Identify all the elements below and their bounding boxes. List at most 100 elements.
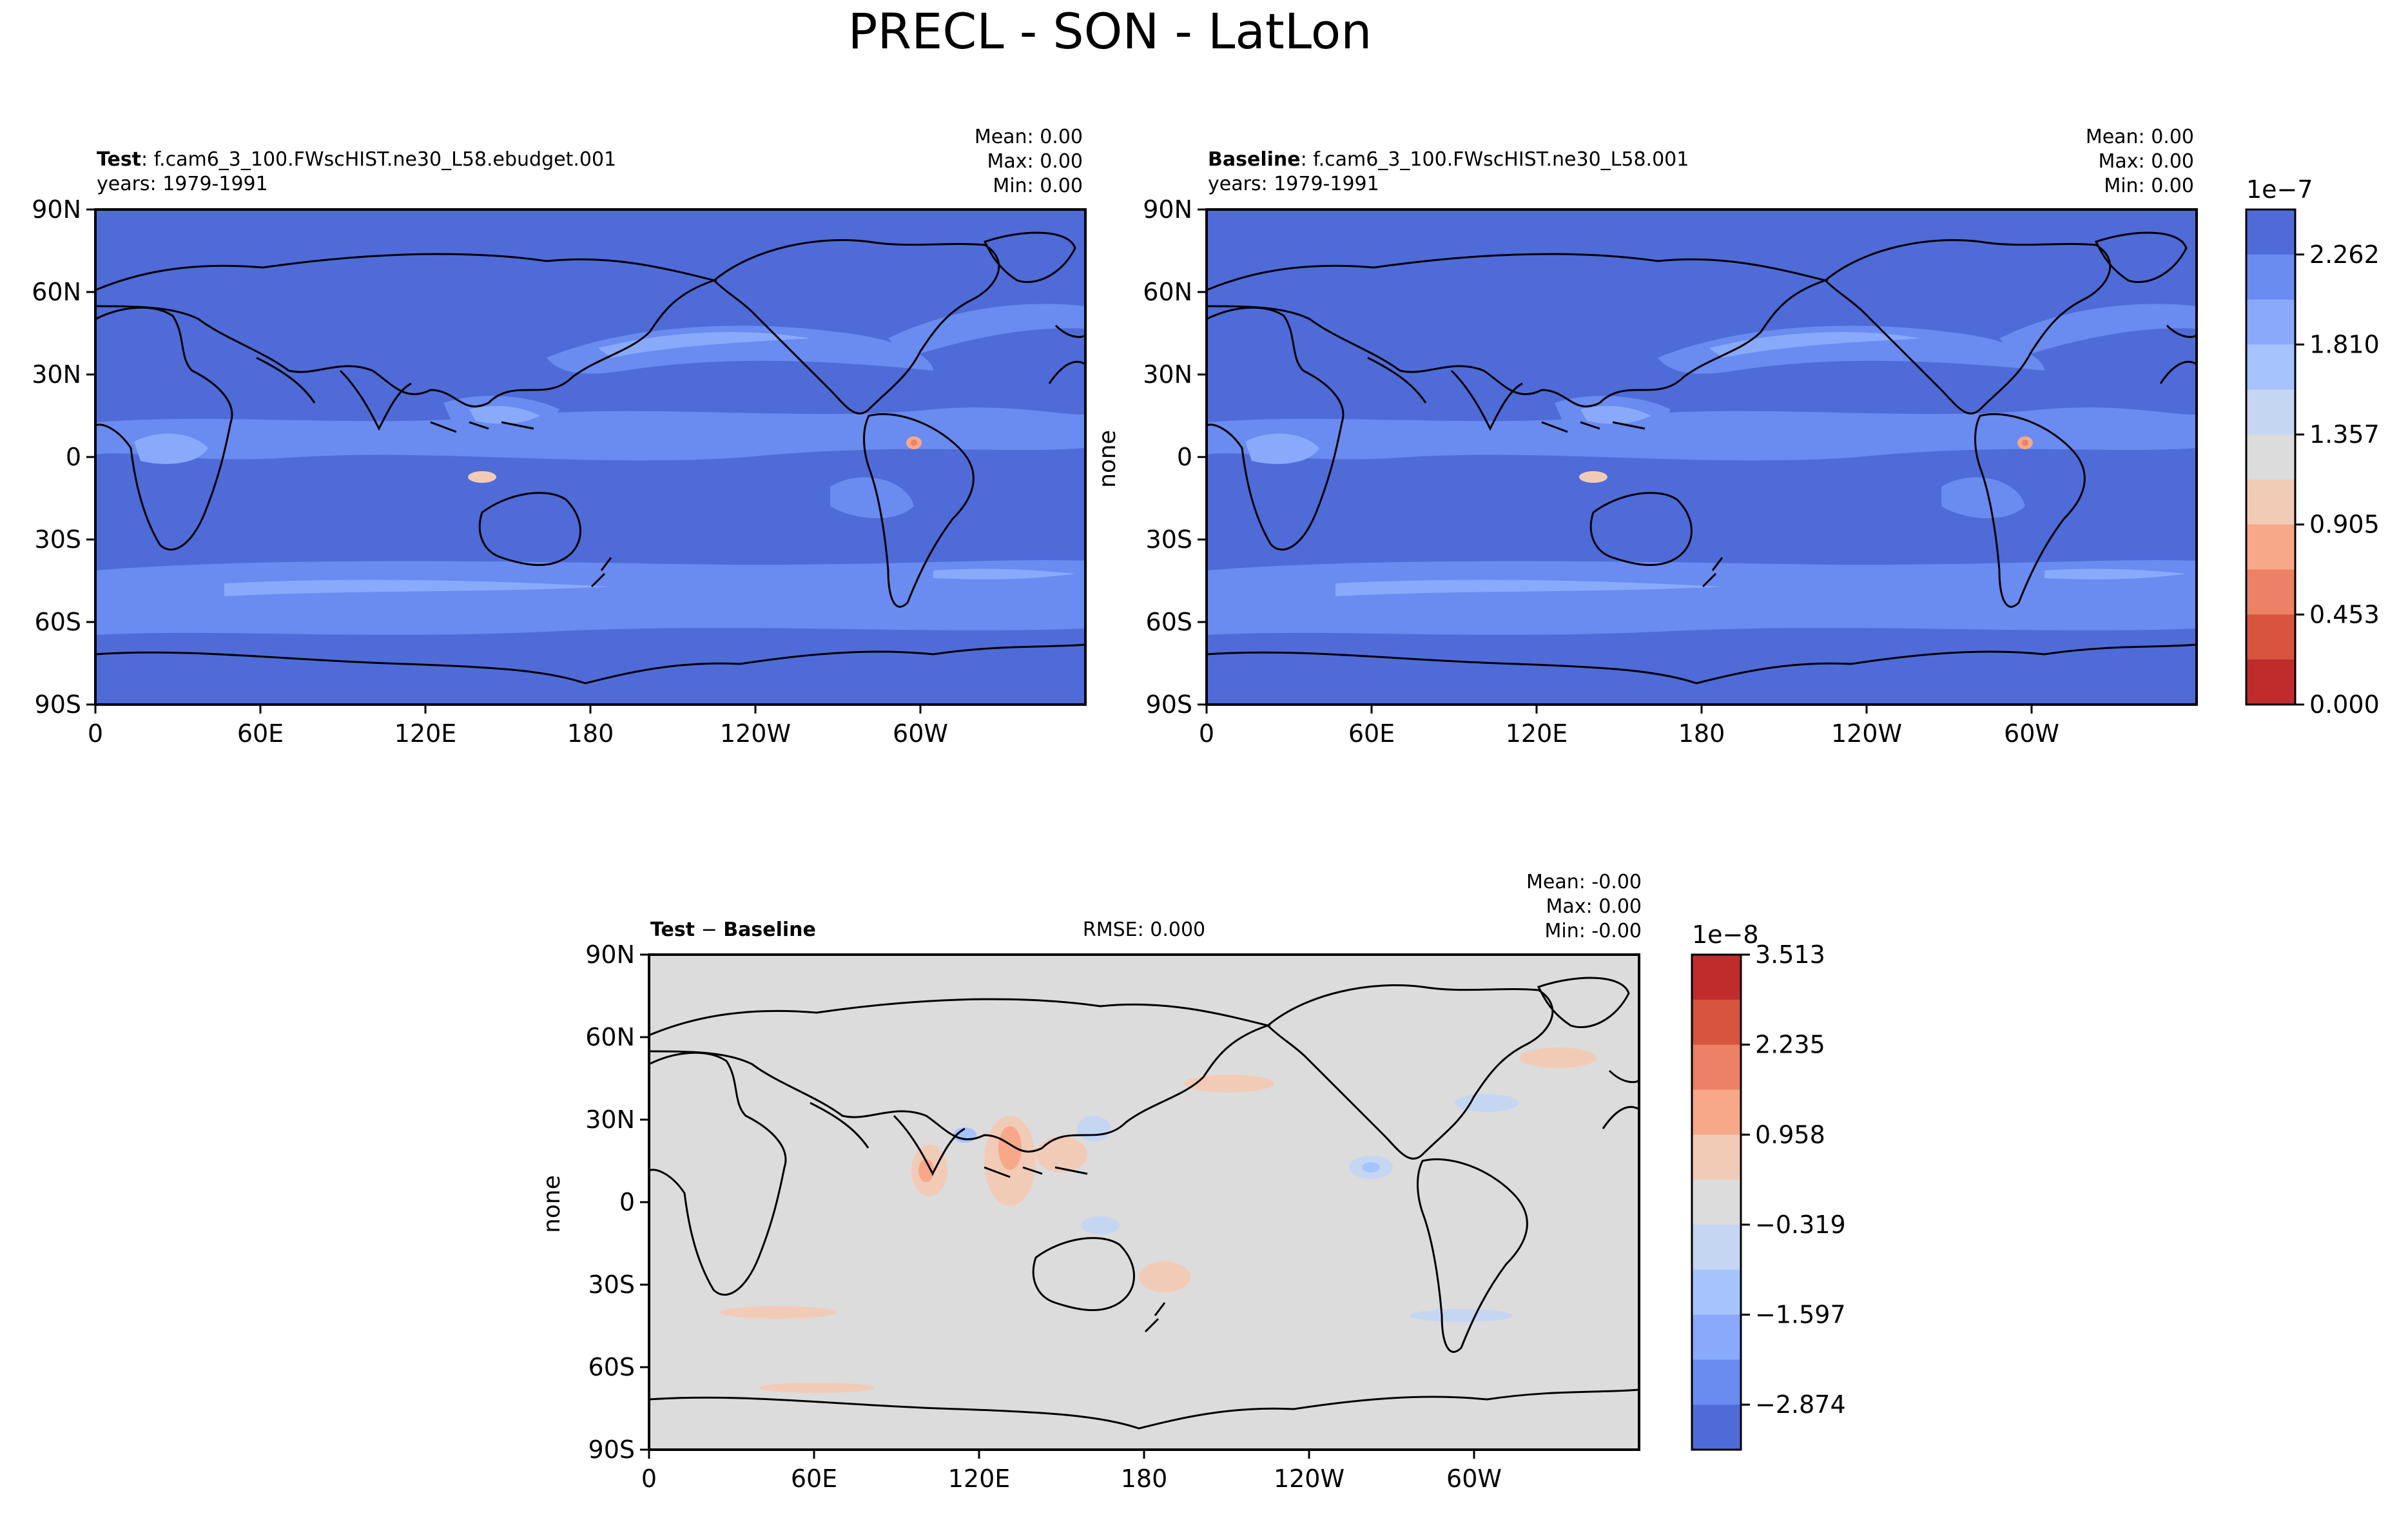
xtick-label: 0 <box>88 719 103 748</box>
diff-label-bold: Test <box>650 919 695 941</box>
test-stat-mean: Mean: 0.00 <box>975 126 1083 148</box>
ytick-label: 30S <box>1146 525 1192 554</box>
xtick-label: 0 <box>641 1464 657 1493</box>
ytick-label: 30N <box>32 360 81 389</box>
colorbar-tick-label: 1.357 <box>2309 420 2380 449</box>
xtick-label: 60E <box>1348 719 1395 748</box>
ytick-label: 60S <box>35 608 81 636</box>
baseline-stat-max: Max: 0.00 <box>2099 150 2194 173</box>
xtick-label: 120E <box>948 1464 1011 1493</box>
diff-label: Test − Baseline <box>650 919 816 941</box>
baseline-label-bold: Baseline <box>1208 148 1301 171</box>
diff-xticks: 0 60E 120E 180 120W 60W <box>641 1450 1502 1493</box>
colorbar-level <box>1692 1044 1741 1090</box>
baseline-yticks: 90N 60N 30N 0 30S 60S 90S <box>1143 195 1207 719</box>
diff-label-mid: − <box>695 919 723 941</box>
baseline-years: years: 1979-1991 <box>1208 173 1379 195</box>
colorbar-bottom: 3.513 2.235 0.958 −0.319 −1.597 −2.874 1e−8 <box>1691 920 1846 1451</box>
colorbar-level <box>2246 434 2295 480</box>
xtick-label: 60E <box>791 1464 837 1493</box>
colorbar-tick-label: 0.453 <box>2309 600 2380 628</box>
xtick-label: 120E <box>1506 719 1568 748</box>
ytick-label: 90N <box>32 195 81 224</box>
panel-baseline: 90N 60N 30N 0 30S 60S 90S 0 60E 120E 180 120W 60W <box>1143 195 2198 748</box>
colorbar-level <box>2246 209 2295 255</box>
xtick-label: 180 <box>1678 719 1725 748</box>
colorbar-level <box>1692 1269 1741 1316</box>
colorbar-level <box>1692 1359 1741 1405</box>
xtick-label: 60W <box>1446 1464 1502 1493</box>
figure-title: PRECL - SON - LatLon <box>848 3 1372 60</box>
diff-ylabel: none <box>539 1175 565 1233</box>
ytick-label: 0 <box>619 1188 635 1216</box>
ytick-label: 30N <box>585 1105 635 1134</box>
colorbar-tick-label: 0.905 <box>2309 511 2380 539</box>
ytick-label: 90N <box>1143 195 1192 224</box>
baseline-label: Baseline: f.cam6_3_100.FWscHIST.ne30_L58… <box>1208 148 1689 171</box>
colorbar-tick-label: 0.000 <box>2309 690 2380 719</box>
colorbar-top-swatches <box>2246 209 2295 705</box>
colorbar-level <box>1692 1089 1741 1135</box>
ytick-label: 60N <box>1143 278 1192 306</box>
colorbar-tick-label: 2.235 <box>1755 1031 1825 1059</box>
colorbar-tick-label: −0.319 <box>1755 1211 1846 1239</box>
ytick-label: 60N <box>32 278 81 306</box>
ytick-label: 90S <box>1146 690 1192 719</box>
baseline-ylabel: none <box>1094 430 1121 488</box>
colorbar-level <box>1692 999 1741 1046</box>
colorbar-tick-label: 3.513 <box>1755 940 1825 969</box>
baseline-map <box>1207 209 2197 705</box>
diff-stat-max: Max: 0.00 <box>1546 895 1642 918</box>
ytick-label: 60S <box>588 1353 635 1381</box>
colorbar-top: 0.000 0.453 0.905 1.357 1.810 2.262 1e−7 <box>2245 175 2380 719</box>
colorbar-tick-label: −2.874 <box>1755 1390 1846 1419</box>
test-label-rest: : f.cam6_3_100.FWscHIST.ne30_L58.ebudget… <box>141 148 616 171</box>
baseline-label-rest: : f.cam6_3_100.FWscHIST.ne30_L58.001 <box>1301 148 1689 171</box>
colorbar-level <box>2246 524 2295 570</box>
colorbar-bottom-frame <box>1691 953 1742 1451</box>
test-label-bold: Test <box>97 148 141 171</box>
colorbar-bottom-exponent: 1e−8 <box>1692 920 1759 949</box>
diff-yticks: 90N 60N 30N 0 30S 60S 90S <box>585 940 649 1464</box>
test-yticks: 90N 60N 30N 0 30S 60S 90S <box>32 195 95 719</box>
xtick-label: 60W <box>2004 719 2059 748</box>
ytick-label: 60S <box>1146 608 1192 636</box>
colorbar-tick-label: 1.810 <box>2309 330 2380 358</box>
colorbar-level <box>2246 344 2295 390</box>
colorbar-level <box>1692 1180 1741 1225</box>
diff-stat-mean: Mean: -0.00 <box>1526 871 1642 893</box>
panel-test: 90N 60N 30N 0 30S 60S 90S 0 60E 120E 180 120W 60W <box>32 195 1087 748</box>
panel-diff: 90N 60N 30N 0 30S 60S 90S 0 60E 120E 180 120W 60W <box>585 940 1640 1493</box>
colorbar-level <box>2246 389 2295 435</box>
colorbar-level <box>2246 569 2295 615</box>
colorbar-top-ticks: 0.000 0.453 0.905 1.357 1.810 2.262 <box>2295 240 2380 719</box>
xtick-label: 0 <box>1199 719 1214 748</box>
test-xticks: 0 60E 120E 180 120W 60W <box>88 705 948 748</box>
ytick-label: 30N <box>1143 360 1192 389</box>
ytick-label: 30S <box>35 525 81 554</box>
colorbar-level <box>2246 659 2295 705</box>
xtick-label: 180 <box>567 719 614 748</box>
test-years: years: 1979-1991 <box>97 173 268 195</box>
colorbar-level <box>2246 479 2295 525</box>
ytick-label: 90S <box>35 690 81 719</box>
diff-map <box>649 955 1639 1450</box>
diff-label-bold2: Baseline <box>723 919 816 941</box>
ytick-label: 0 <box>1177 443 1192 471</box>
test-map <box>95 209 1085 705</box>
ytick-label: 60N <box>585 1023 635 1051</box>
xtick-label: 120W <box>720 719 791 748</box>
test-stat-max: Max: 0.00 <box>987 150 1083 173</box>
baseline-xticks: 0 60E 120E 180 120W 60W <box>1199 705 2059 748</box>
baseline-stat-mean: Mean: 0.00 <box>2086 126 2194 148</box>
colorbar-level <box>1692 1134 1741 1180</box>
colorbar-level <box>1692 1314 1741 1360</box>
test-stat-min: Min: 0.00 <box>993 175 1083 197</box>
ytick-label: 0 <box>66 443 81 471</box>
diff-rmse: RMSE: 0.000 <box>1083 919 1205 941</box>
ytick-label: 90N <box>585 940 635 969</box>
colorbar-tick-label: −1.597 <box>1755 1301 1846 1329</box>
xtick-label: 120W <box>1274 1464 1345 1493</box>
colorbar-level <box>1692 955 1741 1000</box>
